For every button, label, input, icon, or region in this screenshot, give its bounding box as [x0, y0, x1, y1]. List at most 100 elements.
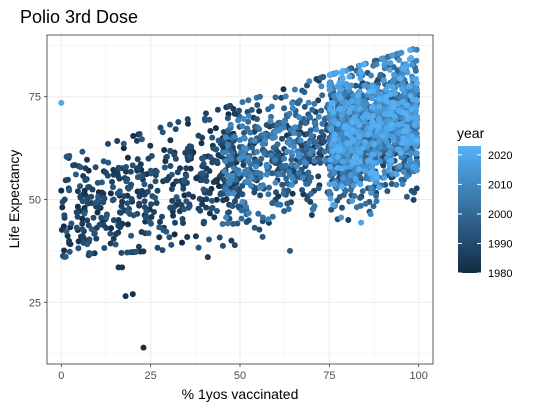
data-point [315, 113, 322, 120]
data-point [383, 93, 390, 100]
data-point [203, 204, 210, 211]
data-point [308, 132, 315, 139]
data-point [135, 164, 142, 171]
data-point [147, 167, 154, 174]
data-point [377, 71, 384, 78]
data-point [74, 213, 81, 220]
data-point [143, 214, 150, 221]
data-point [242, 145, 249, 152]
data-point [238, 207, 245, 214]
data-point [392, 90, 398, 97]
x-axis-title: % 1yos vaccinated [182, 386, 299, 402]
data-point [301, 89, 308, 96]
data-point [77, 164, 84, 171]
data-point [110, 196, 117, 203]
data-point [321, 138, 328, 145]
data-point [384, 188, 391, 195]
data-point [401, 65, 408, 72]
data-point [315, 185, 322, 192]
data-point [114, 169, 121, 176]
data-point [407, 139, 414, 146]
data-point [125, 208, 131, 215]
data-point [87, 250, 94, 257]
data-point [213, 196, 220, 203]
data-point [256, 226, 263, 233]
data-point [331, 131, 338, 138]
data-point [115, 264, 122, 271]
data-point [413, 80, 420, 87]
data-point [82, 165, 89, 172]
data-point [166, 234, 173, 241]
data-point [232, 198, 238, 205]
data-point [148, 153, 155, 159]
data-point [288, 182, 295, 188]
data-point [282, 93, 289, 100]
plot-panel [46, 34, 434, 365]
data-point [301, 103, 308, 110]
data-point [403, 193, 410, 200]
data-point [281, 208, 288, 215]
data-point [159, 213, 165, 220]
data-point [220, 129, 227, 135]
data-point [123, 164, 129, 170]
data-point [140, 344, 147, 351]
data-point [168, 171, 175, 178]
chart-title: Polio 3rd Dose [20, 7, 138, 27]
data-point [389, 79, 396, 86]
data-point [141, 181, 148, 188]
data-point [130, 212, 137, 219]
data-point [209, 197, 215, 204]
data-point [319, 120, 326, 127]
data-point [349, 198, 356, 204]
data-point [413, 114, 420, 121]
data-point [105, 140, 111, 147]
data-point [70, 162, 77, 169]
data-point [248, 173, 255, 180]
data-point [118, 203, 125, 210]
data-point [363, 100, 370, 107]
data-point [301, 159, 308, 165]
data-point [296, 114, 303, 121]
data-point [344, 151, 351, 158]
data-point [61, 247, 68, 254]
data-point [212, 125, 219, 132]
data-point [187, 165, 194, 172]
data-point [181, 206, 188, 213]
data-point [220, 197, 227, 204]
data-point [124, 200, 131, 207]
data-point [285, 206, 292, 213]
data-point [100, 199, 107, 206]
data-point [219, 242, 226, 249]
data-point [413, 130, 420, 137]
data-point [361, 61, 368, 68]
data-point [329, 148, 336, 155]
data-point [270, 144, 277, 151]
data-point [91, 230, 98, 237]
data-point [349, 119, 356, 126]
data-point [317, 74, 324, 81]
data-point [79, 215, 86, 222]
data-point [135, 243, 142, 250]
data-point [366, 157, 373, 163]
data-point [230, 190, 237, 197]
data-point [167, 121, 173, 128]
data-point [327, 156, 334, 163]
data-point [115, 164, 122, 171]
data-point [236, 170, 242, 177]
data-point [239, 99, 246, 106]
data-point [388, 181, 395, 187]
data-point [224, 115, 231, 122]
data-point [171, 231, 178, 238]
legend-tick-label: 1980 [488, 268, 512, 280]
data-point [385, 167, 392, 173]
data-point [307, 127, 314, 134]
data-point [304, 144, 310, 151]
data-point [63, 228, 70, 235]
data-point [357, 75, 364, 82]
data-point [312, 139, 319, 145]
data-point [163, 228, 170, 235]
data-point [124, 154, 131, 161]
data-point [183, 173, 190, 179]
data-point [409, 133, 416, 140]
data-point [236, 107, 243, 114]
